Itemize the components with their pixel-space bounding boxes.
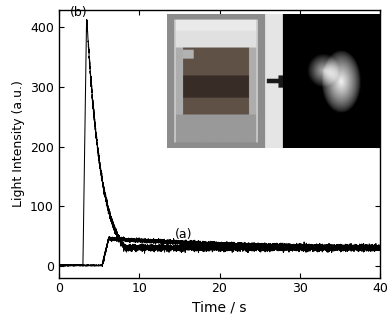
Text: (b): (b) (70, 5, 88, 19)
Text: (a): (a) (175, 228, 193, 241)
Y-axis label: Light Intensity (a.u.): Light Intensity (a.u.) (11, 80, 25, 207)
X-axis label: Time / s: Time / s (192, 301, 247, 315)
